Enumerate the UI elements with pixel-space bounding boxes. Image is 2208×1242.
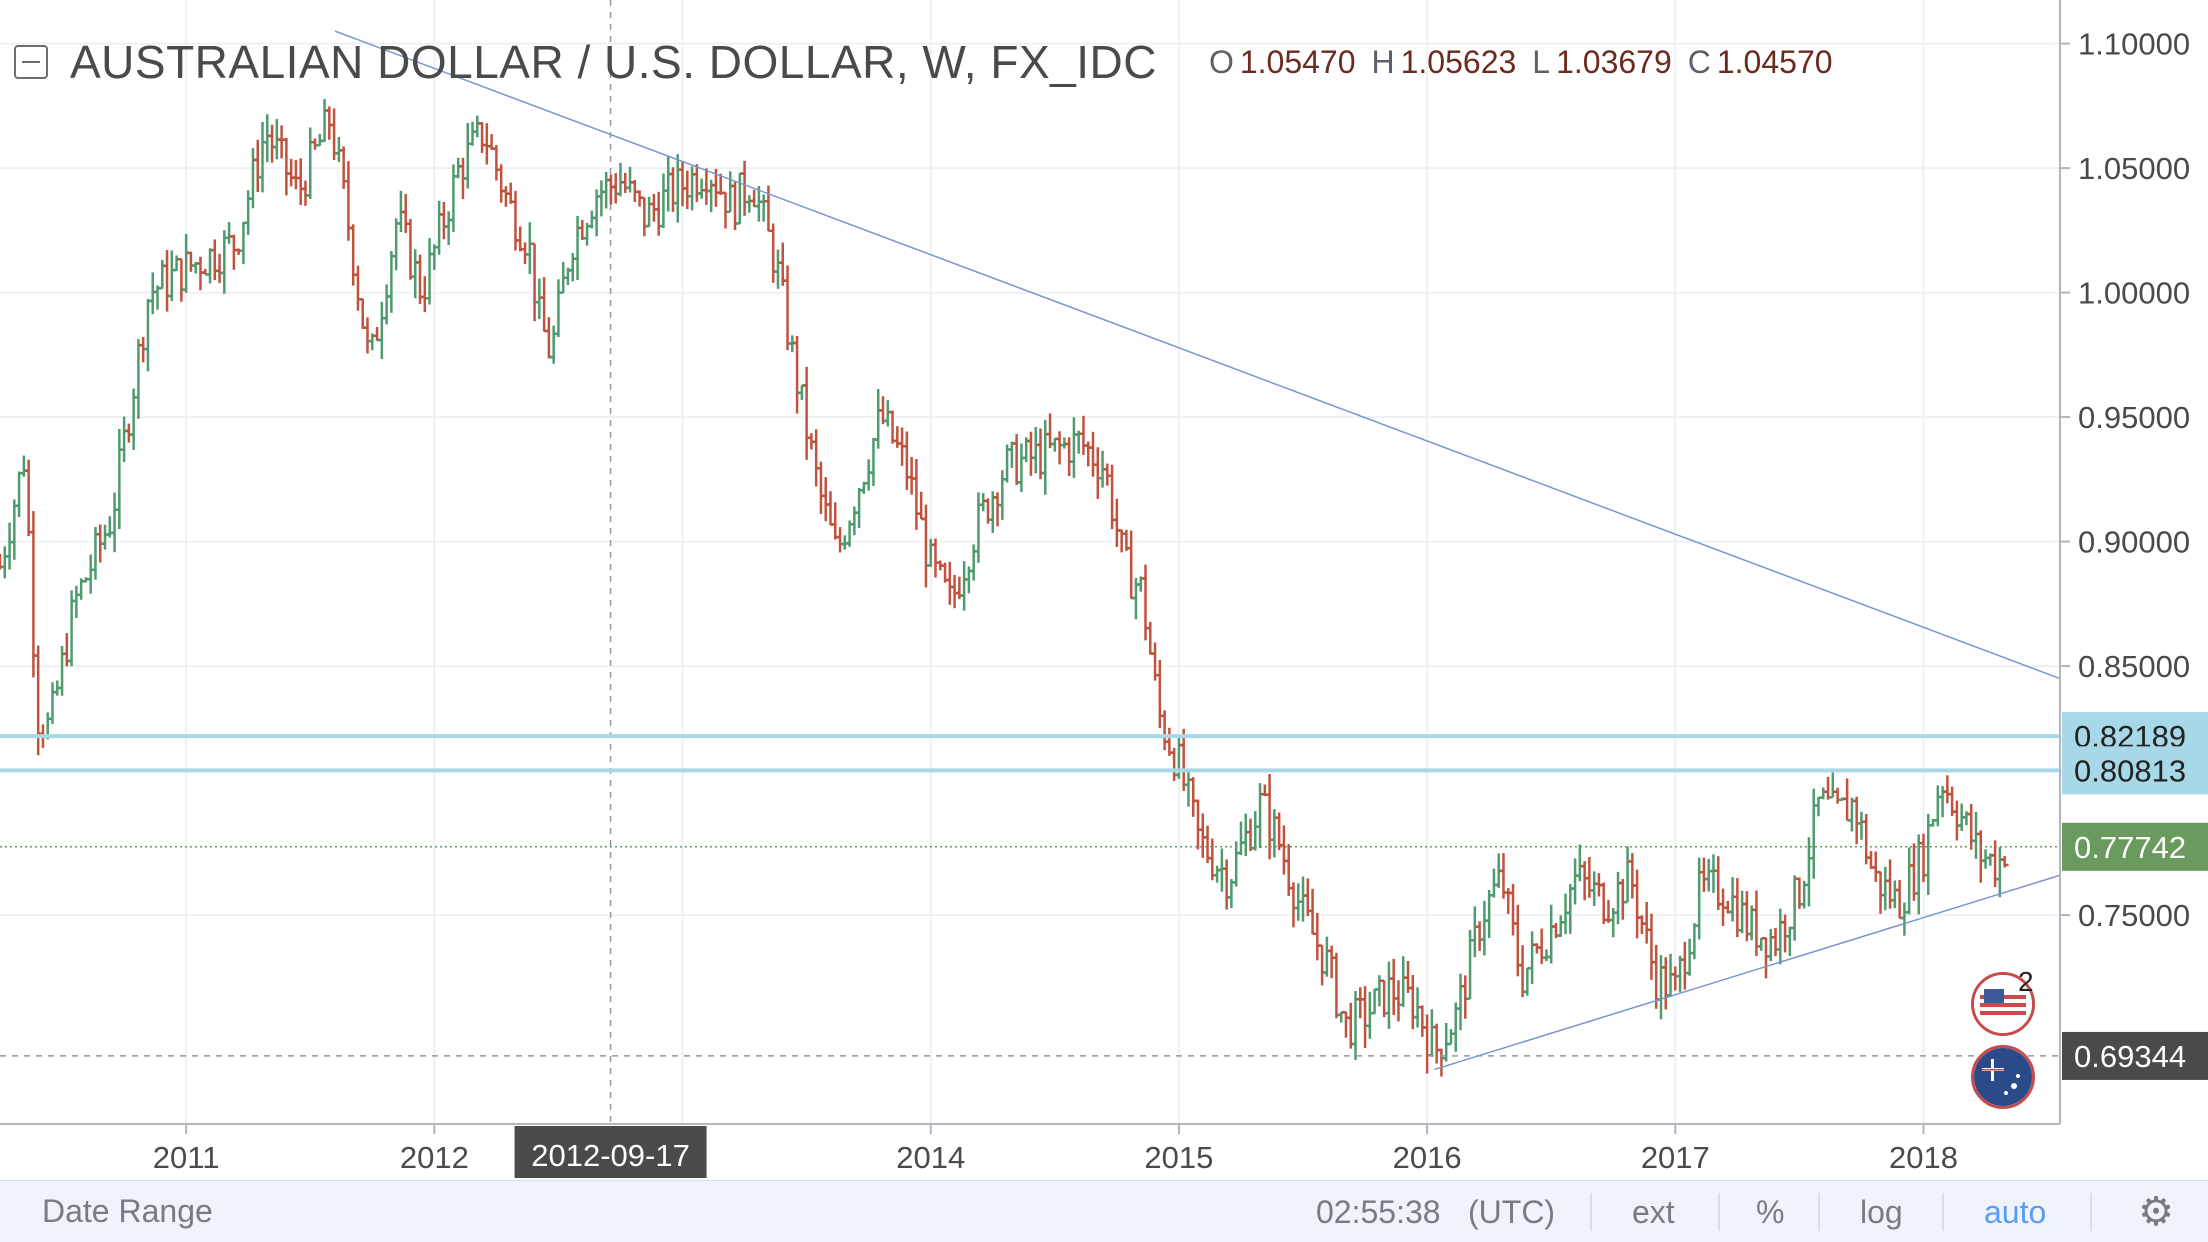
toolbar-separator — [1718, 1193, 1720, 1231]
price-tick-label: 0.90000 — [2078, 525, 2190, 560]
time-axis: 2011 2012 2014 2015 2016 2017 2018 2012-09-17 — [153, 1124, 1958, 1178]
trendlines — [334, 30, 2061, 1071]
ohlc-legend: O 1.05470 H 1.05623 L 1.03679 C 1.04570 — [1209, 44, 1833, 81]
gear-icon[interactable]: ⚙ — [2138, 1190, 2174, 1234]
toolbar-separator — [1590, 1193, 1592, 1231]
time-tick-label: 2012 — [400, 1140, 469, 1175]
chart-header: AUSTRALIAN DOLLAR / U.S. DOLLAR, W, FX_I… — [14, 30, 1833, 94]
crosshair-date-box — [514, 1126, 707, 1178]
bottom-toolbar: Date Range 02:55:38 (UTC) ext % log auto… — [0, 1180, 2208, 1242]
ohlc-high: H 1.05623 — [1371, 43, 1517, 80]
price-badge-box — [2062, 822, 2208, 871]
crosshair-date-label: 2012-09-17 — [531, 1138, 690, 1173]
percent-toggle[interactable]: % — [1756, 1194, 1785, 1230]
ohlc-close: C 1.04570 — [1687, 43, 1833, 80]
ohlc-bar — [2000, 855, 2009, 868]
time-tick-label: 2016 — [1393, 1140, 1462, 1175]
toolbar-separator — [1818, 1193, 1820, 1231]
toolbar-separator — [2090, 1193, 2092, 1231]
event-count-badge: 2 — [2018, 966, 2034, 997]
au-event-flag-icon[interactable] — [1971, 1045, 2035, 1109]
price-badge-label: 0.69344 — [2074, 1039, 2186, 1074]
price-axis: 1.10000 1.05000 1.00000 0.95000 0.90000 0.850… — [2060, 27, 2190, 933]
price-badge-label: 0.80813 — [2074, 753, 2186, 788]
timezone-button[interactable]: (UTC) — [1468, 1194, 1556, 1230]
toolbar-separator — [1942, 1193, 1944, 1231]
price-tick-label: 0.85000 — [2078, 649, 2190, 684]
price-tick-label: 1.00000 — [2078, 276, 2190, 311]
price-tick-label: 0.95000 — [2078, 400, 2190, 435]
trendline — [334, 30, 2061, 680]
ext-toggle[interactable]: ext — [1632, 1194, 1675, 1230]
price-chart[interactable]: 1.10000 1.05000 1.00000 0.95000 0.90000 0.850… — [0, 0, 2208, 1180]
chart-grid — [0, 0, 2060, 1124]
ohlc-open: O 1.05470 — [1208, 43, 1356, 80]
price-tick-label: 1.05000 — [2078, 151, 2190, 186]
trendline — [1434, 874, 2061, 1071]
date-range-button[interactable]: Date Range — [42, 1193, 213, 1229]
time-tick-label: 2011 — [153, 1140, 220, 1175]
ohlc-bars — [0, 98, 2009, 1077]
price-badge-box — [2062, 1031, 2208, 1080]
ohlc-low: L 1.03679 — [1532, 43, 1672, 80]
symbol-title: AUSTRALIAN DOLLAR / U.S. DOLLAR, W, FX_I… — [70, 36, 1157, 88]
time-tick-label: 2015 — [1144, 1140, 1213, 1175]
auto-toggle[interactable]: auto — [1984, 1194, 2047, 1230]
time-tick-label: 2018 — [1889, 1140, 1958, 1175]
us-event-flag-icon[interactable] — [1971, 972, 2035, 1036]
time-tick-label: 2014 — [896, 1140, 965, 1175]
log-toggle[interactable]: log — [1860, 1194, 1903, 1230]
price-tick-label: 0.75000 — [2078, 898, 2190, 933]
time-tick-label: 2017 — [1641, 1140, 1710, 1175]
horizontal-lines — [0, 734, 2060, 1057]
collapse-icon[interactable] — [14, 45, 48, 79]
price-badge-box — [2062, 746, 2208, 795]
clock-time: 02:55:38 — [1316, 1194, 1441, 1230]
price-tick-label: 1.10000 — [2078, 27, 2190, 62]
price-badge-label: 0.77742 — [2074, 830, 2186, 865]
